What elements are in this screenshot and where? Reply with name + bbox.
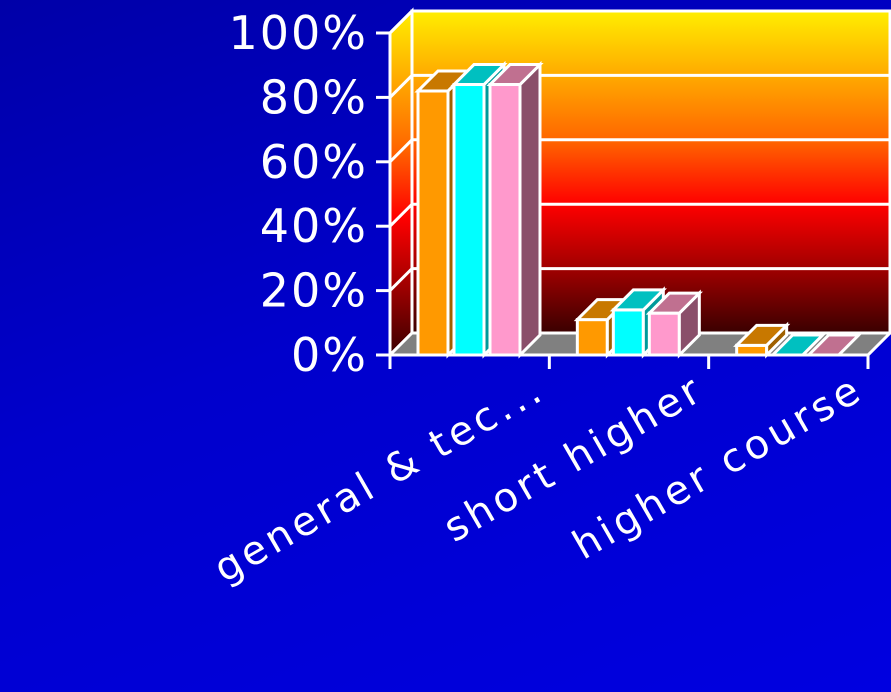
gridline bbox=[388, 138, 890, 163]
gridlines bbox=[388, 9, 890, 292]
gridline bbox=[388, 267, 890, 292]
bar-front bbox=[452, 83, 486, 357]
bar-front bbox=[647, 311, 681, 357]
bar-top bbox=[450, 63, 508, 87]
bar-front bbox=[611, 308, 645, 357]
x-tick-label: higher course bbox=[565, 366, 871, 569]
y-axis-tick-labels: 0% 20% 40% 60% 80% 100% bbox=[228, 6, 368, 382]
bar bbox=[645, 289, 703, 359]
bar-top bbox=[805, 333, 863, 357]
gridline bbox=[388, 73, 890, 99]
side-wall bbox=[388, 7, 414, 359]
bar-top bbox=[486, 63, 544, 87]
gridline bbox=[388, 9, 890, 35]
bar-top bbox=[609, 288, 667, 312]
bar-top bbox=[769, 333, 827, 357]
y-tick-label: 100% bbox=[228, 6, 368, 60]
bar bbox=[733, 321, 791, 359]
bar-top bbox=[733, 323, 791, 347]
bar bbox=[805, 333, 863, 357]
bar-top bbox=[645, 291, 703, 315]
y-tick-label: 60% bbox=[260, 135, 368, 189]
gridline bbox=[388, 202, 890, 228]
bars bbox=[414, 60, 863, 359]
y-tick-label: 20% bbox=[260, 264, 368, 318]
bar bbox=[769, 333, 827, 357]
y-tick-label: 80% bbox=[260, 70, 368, 124]
y-tick-label: 40% bbox=[260, 199, 368, 253]
bar bbox=[486, 60, 544, 359]
bar-front bbox=[575, 318, 609, 357]
bar-front bbox=[488, 83, 522, 357]
y-tick-label: 0% bbox=[291, 328, 368, 382]
bar-side bbox=[518, 60, 542, 359]
bar-front bbox=[416, 89, 450, 357]
bar bbox=[609, 286, 667, 359]
